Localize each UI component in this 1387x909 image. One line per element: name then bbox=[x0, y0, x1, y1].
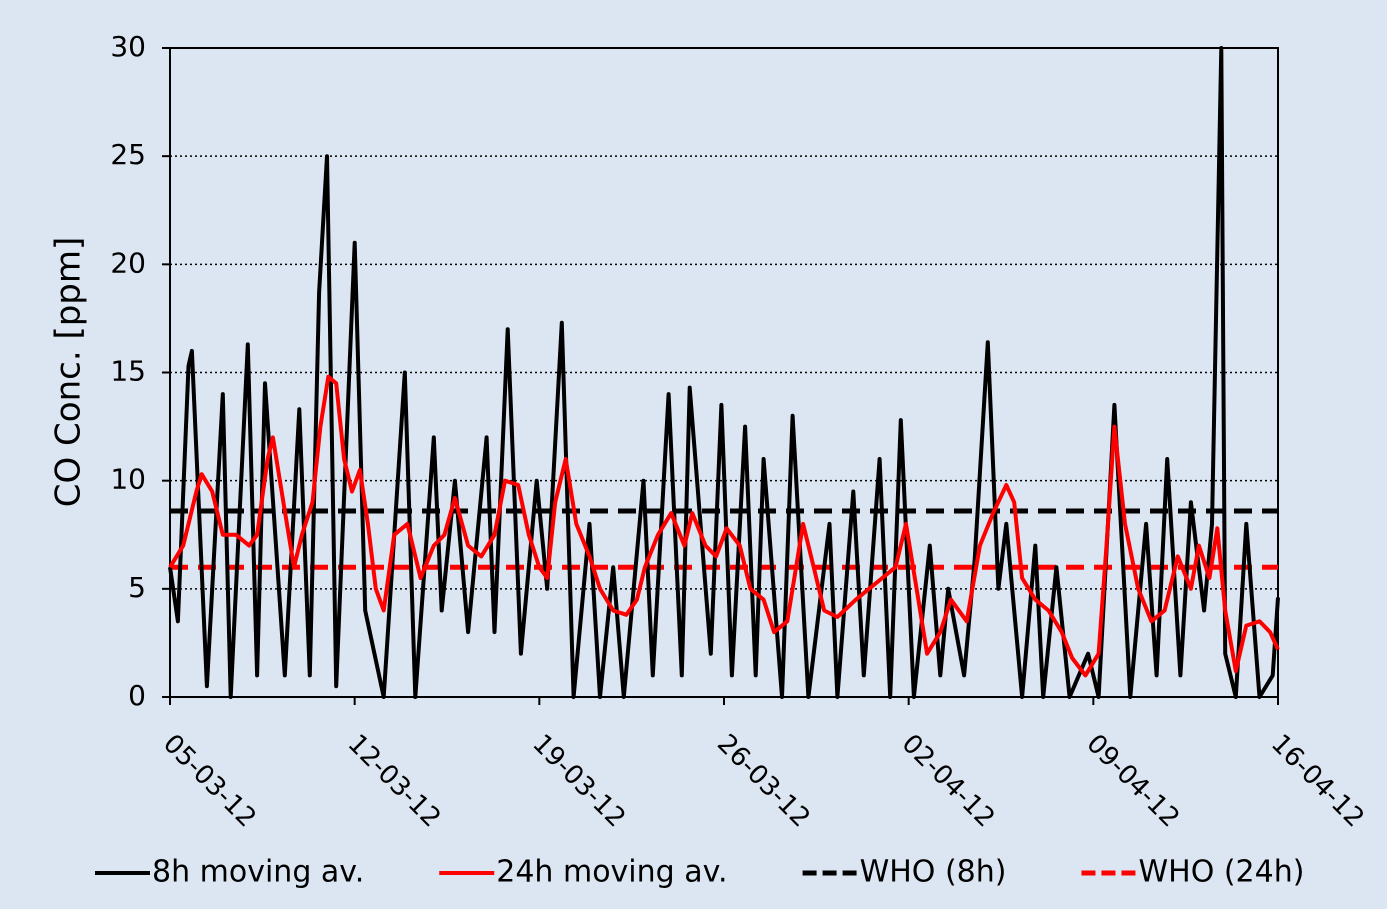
y-tick-label: 20 bbox=[110, 246, 146, 279]
y-tick-label: 25 bbox=[110, 138, 146, 171]
legend-label: WHO (8h) bbox=[860, 855, 1007, 890]
legend-label: 8h moving av. bbox=[152, 855, 364, 890]
data-line bbox=[168, 374, 1280, 678]
y-tick-label: 5 bbox=[128, 571, 146, 604]
legend-label: WHO (24h) bbox=[1138, 855, 1304, 890]
legend-label: 24h moving av. bbox=[496, 855, 727, 890]
y-tick-label: 30 bbox=[110, 30, 146, 63]
y-tick-label: 15 bbox=[110, 355, 146, 388]
y-axis-label: CO Conc. [ppm] bbox=[49, 237, 89, 508]
y-tick-label: 10 bbox=[110, 463, 146, 496]
plot-border bbox=[169, 47, 1279, 698]
y-tick-label: 0 bbox=[128, 679, 146, 712]
